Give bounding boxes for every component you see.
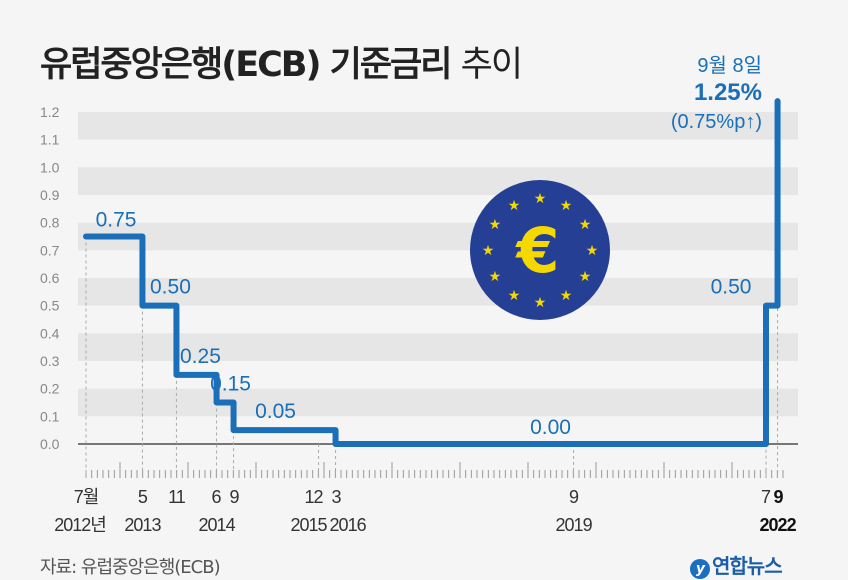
- y-tick-label: 0.6: [40, 270, 60, 286]
- x-month-label: 9: [774, 487, 784, 507]
- annotation-date: 9월 8일: [697, 54, 762, 77]
- grid-band: [78, 222, 798, 251]
- x-month-label: 6: [212, 487, 222, 507]
- x-year-label: 2012년: [54, 515, 106, 535]
- grid-band: [78, 388, 798, 417]
- source-note: 자료: 유럽중앙은행(ECB): [40, 557, 221, 578]
- y-tick-label: 0.1: [40, 408, 60, 424]
- y-tick-label: 0.2: [40, 381, 60, 397]
- y-tick-label: 0.5: [40, 298, 60, 314]
- x-month-label: 3: [332, 487, 342, 507]
- x-month-label: 11: [168, 487, 186, 507]
- x-month-label: 9: [230, 487, 240, 507]
- grid-band: [78, 277, 798, 306]
- logo-mark-icon: y: [690, 559, 710, 579]
- data-label: 0.50: [711, 276, 752, 299]
- star-icon: ★: [508, 288, 521, 304]
- star-icon: ★: [560, 288, 573, 304]
- data-label: 0.05: [255, 400, 296, 423]
- chart-title: 유럽중앙은행(ECB) 기준금리 추이: [40, 36, 523, 87]
- euro-emblem: [470, 180, 610, 320]
- star-icon: ★: [489, 269, 502, 285]
- y-tick-label: 1.1: [40, 132, 60, 148]
- star-icon: ★: [579, 217, 592, 233]
- x-month-label: 7월: [74, 487, 99, 507]
- x-year-label: 2022: [760, 515, 797, 535]
- x-year-label: 2016: [330, 515, 367, 535]
- star-icon: ★: [534, 295, 547, 311]
- y-tick-label: 1.0: [40, 159, 60, 175]
- annotation-change: (0.75%p↑): [671, 111, 762, 133]
- data-label: 0.50: [150, 276, 191, 299]
- y-tick-label: 0.4: [40, 325, 60, 341]
- y-tick-label: 0.9: [40, 187, 60, 203]
- data-label: 0.15: [210, 372, 251, 395]
- data-label: 0.75: [96, 208, 137, 231]
- x-month-label: 12: [305, 487, 324, 507]
- yonhap-logo: y 연합뉴스: [690, 550, 783, 579]
- title-main: 유럽중앙은행(ECB) 기준금리: [40, 45, 452, 85]
- annotation-value: 1.25%: [694, 79, 762, 106]
- star-icon: ★: [560, 198, 573, 214]
- y-tick-label: 0.7: [40, 242, 60, 258]
- x-month-label: 9: [569, 487, 579, 507]
- data-label: 0.00: [530, 416, 571, 439]
- x-year-label: 2015: [291, 515, 328, 535]
- grid-band: [78, 333, 798, 361]
- y-tick-label: 0.3: [40, 353, 60, 369]
- x-month-label: 7: [761, 487, 771, 507]
- grid-band: [78, 111, 798, 140]
- x-month-label: 5: [138, 487, 148, 507]
- star-icon: ★: [586, 243, 599, 259]
- star-icon: ★: [579, 269, 592, 285]
- y-tick-label: 1.2: [40, 104, 60, 120]
- star-icon: ★: [534, 191, 547, 207]
- rate-step-line: [83, 98, 781, 447]
- star-icon: ★: [489, 217, 502, 233]
- y-tick-label: 0.0: [40, 436, 60, 452]
- star-icon: ★: [482, 243, 495, 259]
- grid-band: [78, 167, 798, 195]
- x-year-label: 2014: [199, 515, 236, 535]
- x-year-label: 2013: [124, 515, 161, 535]
- data-label: 0.25: [180, 345, 221, 368]
- y-tick-label: 0.8: [40, 215, 60, 231]
- euro-sign-icon: €: [514, 214, 559, 287]
- title-suffix: 추이: [460, 45, 523, 85]
- logo-text: 연합뉴스: [712, 554, 783, 578]
- x-year-label: 2019: [556, 515, 593, 535]
- star-icon: ★: [508, 198, 521, 214]
